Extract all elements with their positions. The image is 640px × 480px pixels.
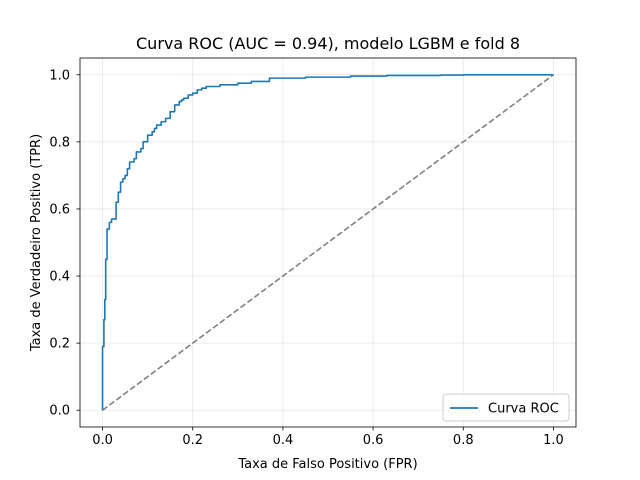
y-tick-label: 0.2 xyxy=(49,337,70,352)
legend-box xyxy=(442,393,570,422)
chart-title: Curva ROC (AUC = 0.94), modelo LGBM e fo… xyxy=(136,34,520,53)
x-axis-label: Taxa de Falso Positivo (FPR) xyxy=(237,457,417,472)
random-classifier-line xyxy=(102,74,554,411)
tick-layer: 0.0 0.2 0.4 0.6 0.8 1.0 0.0 0.2 0.4 0.6 0.8 1.0 xyxy=(49,68,563,448)
x-tick-label: 0.6 xyxy=(363,433,384,448)
y-tick-label: 0.0 xyxy=(49,404,70,419)
legend-label-roc: Curva ROC xyxy=(488,402,559,417)
x-tick-label: 0.2 xyxy=(182,433,203,448)
x-tick-label: 0.0 xyxy=(92,433,113,448)
x-tick-label: 0.4 xyxy=(273,433,294,448)
y-tick-label: 0.8 xyxy=(49,135,70,150)
axes-frame xyxy=(79,57,577,428)
diagonal-layer xyxy=(102,74,554,411)
x-tick-label: 1.0 xyxy=(543,433,564,448)
y-tick-label: 1.0 xyxy=(49,68,70,83)
x-tick-label: 0.8 xyxy=(453,433,474,448)
y-axis-label: Taxa de Verdadeiro Positivo (TPR) xyxy=(29,134,44,352)
y-tick-label: 0.4 xyxy=(49,270,70,285)
y-tick-label: 0.6 xyxy=(49,202,70,217)
roc-layer xyxy=(101,73,554,411)
legend: Curva ROC xyxy=(442,393,570,422)
roc-curve-line xyxy=(101,73,554,411)
